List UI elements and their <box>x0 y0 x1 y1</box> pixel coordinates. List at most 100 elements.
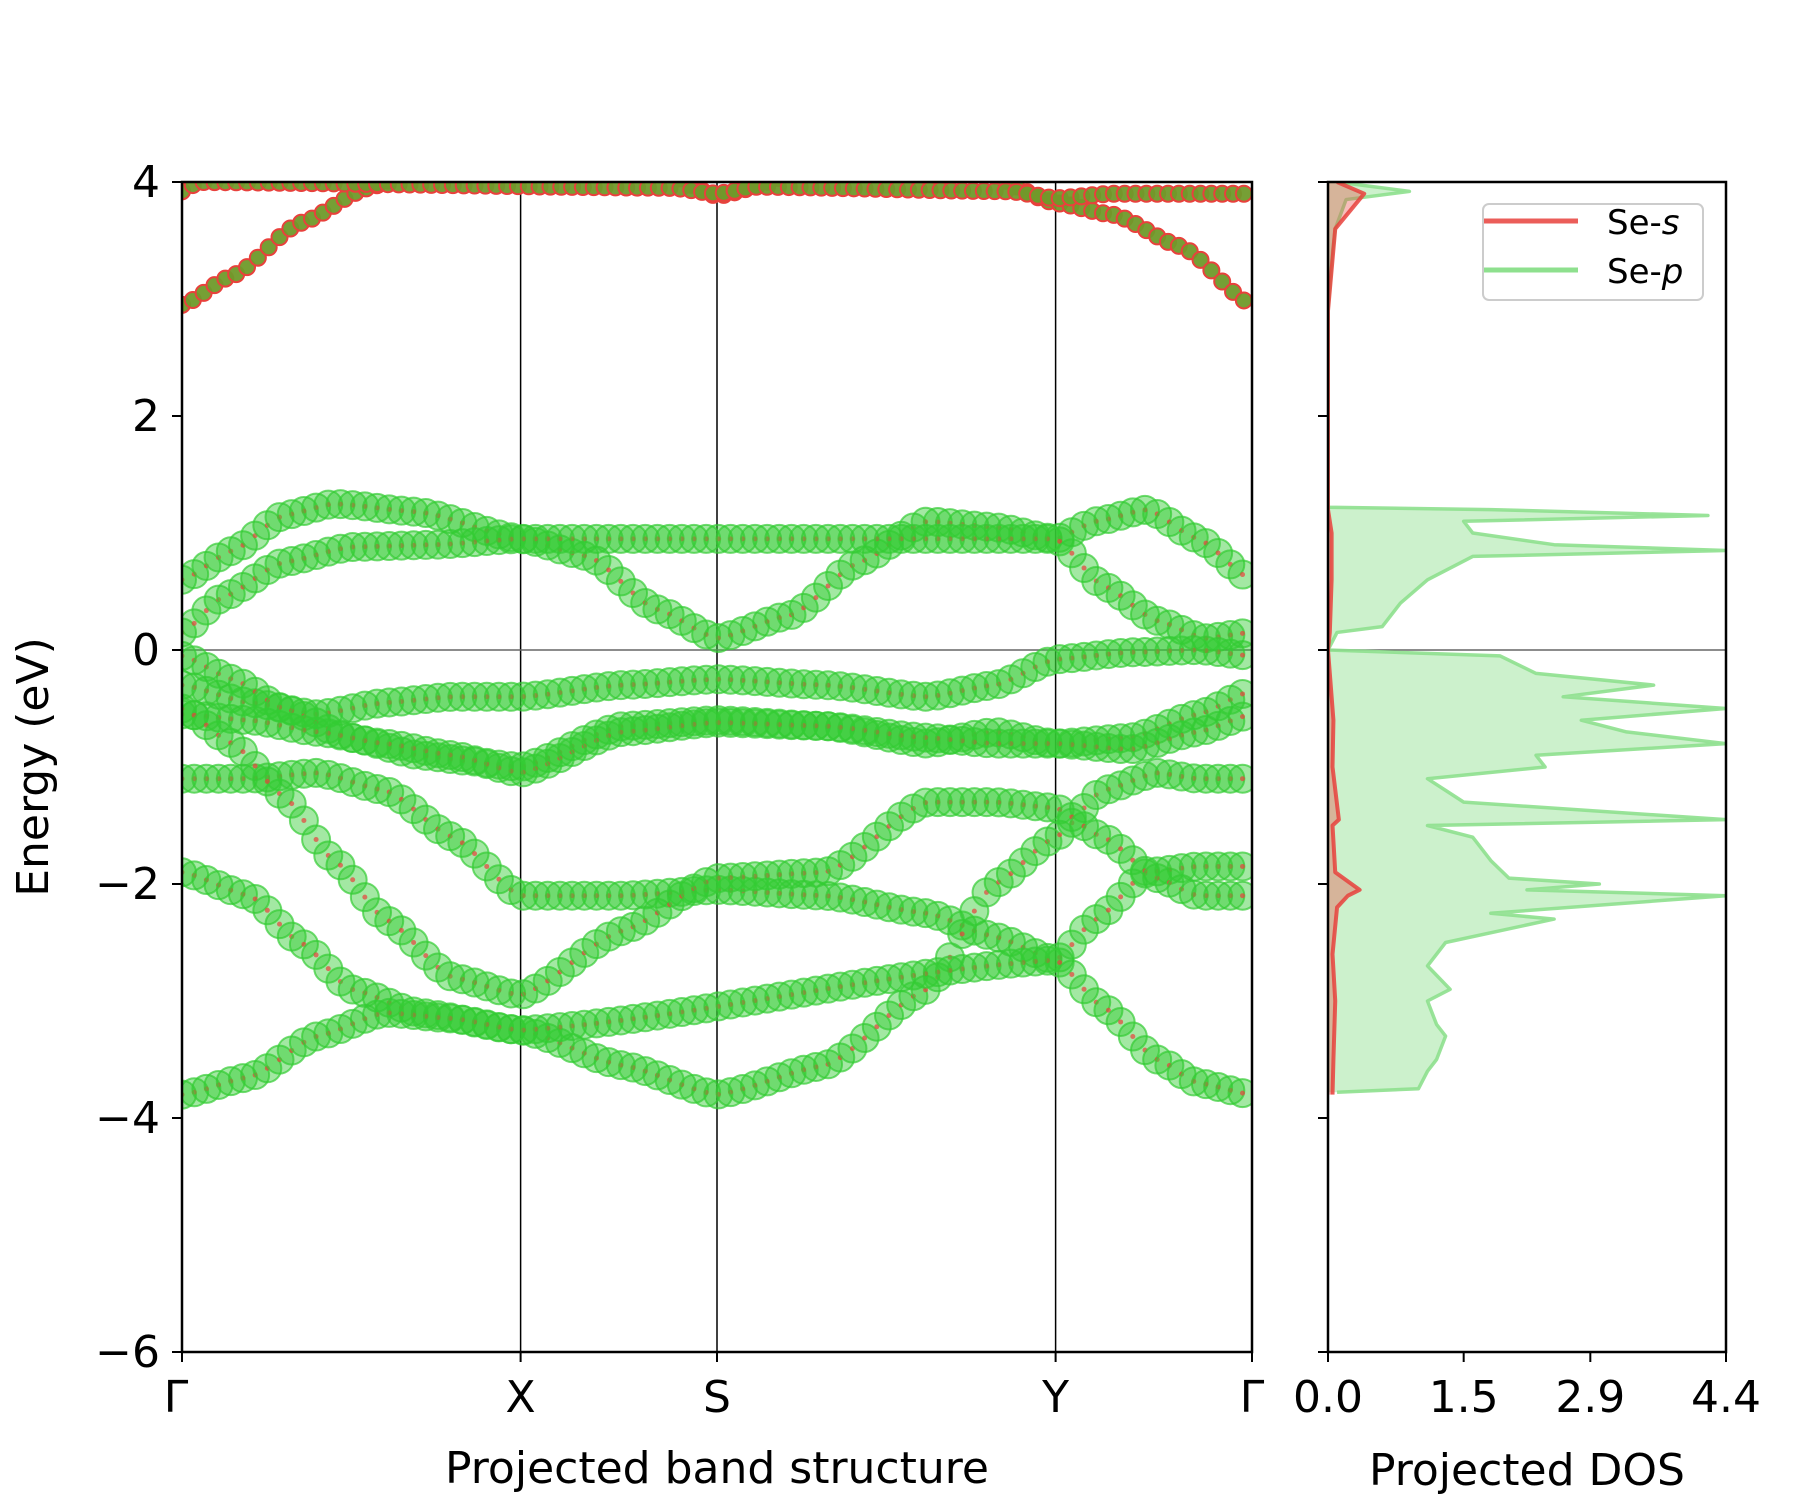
band-point-s <box>1240 714 1246 720</box>
band-point <box>802 162 818 178</box>
band-point <box>259 238 278 257</box>
band-point-s <box>240 749 246 755</box>
band-point <box>488 133 504 149</box>
band-point <box>824 157 840 173</box>
band-point-s <box>1240 630 1246 636</box>
band-point-s <box>313 837 319 843</box>
band-point <box>445 147 461 163</box>
energy-tick-label: −4 <box>95 1093 160 1144</box>
band-point <box>922 149 938 165</box>
band-point <box>783 182 794 184</box>
band-point <box>607 138 623 154</box>
band-point <box>1234 184 1252 203</box>
band-point <box>434 150 450 166</box>
band-point <box>651 157 667 173</box>
band-point <box>402 161 418 177</box>
kpath-tick-label: Γ <box>1240 1372 1265 1423</box>
band-point-s <box>313 952 319 958</box>
band-point-s <box>1118 1019 1124 1025</box>
band-point-s <box>301 817 307 823</box>
dos-line-se-s <box>1328 182 1367 1095</box>
dos-plot-frame <box>1326 180 1728 1354</box>
band-point <box>867 143 883 159</box>
band-point-s <box>337 862 343 868</box>
band-point <box>597 137 613 153</box>
dos-energy-ticks <box>1318 181 1328 1353</box>
dos-tick-label: 2.9 <box>1555 1372 1625 1423</box>
legend-label-se-p: Se-p <box>1607 252 1683 292</box>
band-point-s <box>289 801 295 807</box>
band-point <box>640 150 656 166</box>
band-val-9 <box>182 945 1252 1110</box>
band-point-s <box>1069 550 1075 556</box>
dos-axis-ticks: 0.0 1.5 2.9 4.4 <box>1293 1352 1761 1423</box>
dos-fill-se-p <box>1328 182 1726 1093</box>
band-point <box>965 162 981 178</box>
band-point-s <box>423 953 429 959</box>
band-point-s <box>1240 691 1246 697</box>
legend-box <box>1482 203 1704 301</box>
energy-tick-label: 4 <box>132 157 160 208</box>
band-point-s <box>277 921 283 927</box>
band-point-s <box>350 877 356 883</box>
dos-curves <box>1328 182 1726 1095</box>
band-point-s <box>398 927 404 933</box>
band-point <box>1213 272 1232 291</box>
band-point <box>392 182 405 185</box>
band-point-s <box>1240 776 1246 782</box>
band-point-s <box>1105 907 1111 913</box>
band-point-s <box>813 595 819 601</box>
kpath-tick-label: X <box>506 1372 536 1423</box>
band-val-2 <box>182 523 1252 654</box>
band-point-s <box>1105 1007 1111 1013</box>
kpath-tick-label: Y <box>1041 1372 1069 1423</box>
band-point-s <box>362 894 368 900</box>
band-point-s <box>1081 986 1087 992</box>
band-point <box>412 156 428 172</box>
energy-axis-title: Energy (eV) <box>8 637 59 897</box>
band-point <box>510 128 526 144</box>
band-point <box>423 152 439 168</box>
band-point <box>575 135 591 151</box>
band-point-s <box>1081 565 1087 571</box>
energy-axis-ticks: 4 2 0 −2 −4 −6 <box>95 157 182 1378</box>
band-point <box>532 129 548 145</box>
band-point-s <box>1118 894 1124 900</box>
band-point <box>932 152 948 168</box>
band-point-s <box>1240 572 1246 578</box>
band-point-s <box>1069 971 1075 977</box>
band-point-s <box>1057 538 1063 544</box>
band-structure-axis-title: Projected band structure <box>445 1443 989 1494</box>
band-point <box>586 136 602 152</box>
band-point <box>835 153 851 169</box>
energy-tick-label: −2 <box>95 859 160 910</box>
dos-axis-title: Projected DOS <box>1369 1445 1685 1496</box>
band-point-s <box>1240 893 1246 899</box>
energy-tick-label: −6 <box>95 1327 160 1378</box>
dos-tick-label: 1.5 <box>1429 1372 1499 1423</box>
band-point-s <box>1057 960 1063 966</box>
band-point-s <box>484 863 490 869</box>
band-point-s <box>1069 942 1075 948</box>
kpath-tick-label: Γ <box>164 1372 189 1423</box>
band-point <box>248 248 267 267</box>
band-point <box>976 164 992 180</box>
band-point <box>813 160 829 176</box>
band-point <box>846 150 862 166</box>
band-point <box>911 145 927 161</box>
band-point <box>629 144 645 160</box>
band-cond-1 <box>182 128 1252 314</box>
kpath-tick-label: S <box>703 1372 731 1423</box>
band-point-s <box>1130 1033 1136 1039</box>
band-point <box>542 130 558 146</box>
band-point <box>1202 261 1221 280</box>
band-point <box>857 146 873 162</box>
band-val-5 <box>182 699 1252 788</box>
band-point-s <box>971 908 977 914</box>
band-point-s <box>1240 863 1246 869</box>
band-point-s <box>1240 1090 1246 1096</box>
band-point <box>1234 291 1252 310</box>
band-point-s <box>411 940 417 946</box>
band-point <box>477 136 493 152</box>
band-cond-2 <box>182 182 1252 208</box>
